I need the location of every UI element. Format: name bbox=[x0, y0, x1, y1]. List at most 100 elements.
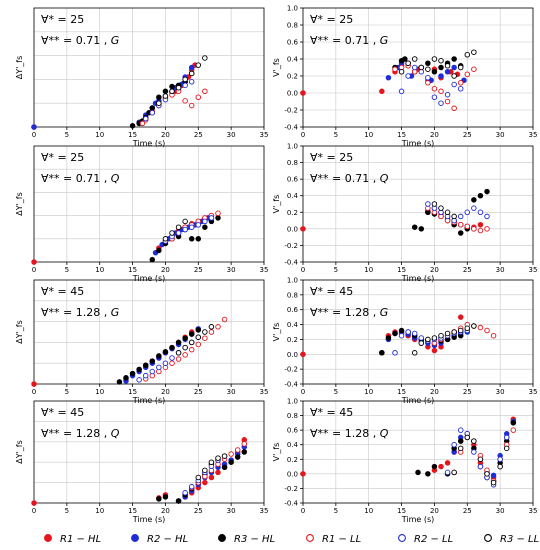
x-tick-label: 20 bbox=[430, 266, 439, 274]
data-point bbox=[188, 79, 195, 85]
data-point bbox=[208, 474, 215, 481]
x-tick-label: 30 bbox=[227, 266, 236, 274]
data-point bbox=[457, 85, 464, 92]
data-point bbox=[182, 82, 188, 89]
data-point bbox=[195, 236, 202, 242]
x-tick-label: 25 bbox=[463, 507, 472, 515]
data-point bbox=[457, 427, 464, 433]
x-axis-label: Time (s) bbox=[401, 274, 435, 283]
data-point bbox=[208, 215, 215, 221]
data-point bbox=[477, 227, 484, 234]
data-point bbox=[142, 362, 149, 369]
data-point bbox=[129, 123, 136, 129]
x-tick-label: 25 bbox=[463, 131, 472, 139]
data-point bbox=[457, 438, 464, 444]
x-tick-label: 30 bbox=[496, 266, 505, 274]
chart-panel: 0 5 10 15 20 25 30 35 -0.4 -0.2 0.0 0.2 0.4 0.6 0.8 1.0… bbox=[272, 398, 537, 525]
data-point bbox=[457, 445, 464, 452]
y-tick-label: 1.0 bbox=[287, 143, 298, 151]
axes-frame bbox=[33, 7, 265, 128]
x-tick-label: 5 bbox=[65, 266, 69, 274]
data-point bbox=[175, 84, 182, 91]
legend-label: R3 − HL bbox=[234, 534, 275, 545]
data-point bbox=[149, 368, 156, 375]
data-point bbox=[510, 420, 517, 426]
annotation-volume-double-star: ∀** = 0.71 , Q bbox=[310, 172, 389, 185]
data-point bbox=[31, 259, 37, 265]
data-point bbox=[149, 358, 156, 364]
data-point bbox=[169, 355, 175, 361]
x-tick-label: 35 bbox=[529, 388, 538, 396]
legend-label: R1 − HL bbox=[60, 534, 101, 545]
data-point bbox=[418, 335, 425, 341]
data-point bbox=[471, 205, 477, 211]
data-point bbox=[169, 344, 175, 351]
chart-panel: 0 5 10 15 20 25 30 35 Time (s) ΔY'_fs ∀* = 45 ∀** =… bbox=[15, 400, 268, 524]
data-point bbox=[208, 459, 215, 465]
x-tick-label: 10 bbox=[95, 388, 104, 396]
legend-marker bbox=[44, 534, 52, 542]
data-point bbox=[464, 71, 471, 78]
data-point bbox=[392, 330, 398, 337]
y-tick-label: 0.2 bbox=[287, 73, 298, 81]
data-point bbox=[405, 329, 411, 335]
data-point bbox=[156, 496, 162, 502]
x-tick-label: 10 bbox=[95, 507, 104, 515]
data-point bbox=[411, 330, 418, 337]
legend-label: R2 − HL bbox=[147, 534, 188, 545]
data-point bbox=[503, 434, 510, 441]
data-point bbox=[175, 350, 182, 356]
annotation-volume-double-star: ∀** = 1.28 , G bbox=[310, 306, 388, 319]
data-point bbox=[484, 188, 490, 195]
legend-marker bbox=[131, 534, 139, 542]
axes-frame bbox=[33, 279, 265, 385]
axes-frame bbox=[33, 145, 265, 263]
data-point bbox=[182, 335, 188, 341]
data-point bbox=[31, 500, 37, 506]
y-tick-label: 0.6 bbox=[287, 306, 299, 314]
data-point bbox=[241, 441, 248, 447]
data-point bbox=[425, 60, 431, 67]
data-point bbox=[202, 335, 208, 341]
data-point bbox=[444, 469, 451, 476]
data-point bbox=[418, 226, 425, 232]
x-tick-label: 20 bbox=[161, 266, 170, 274]
data-point bbox=[156, 364, 162, 371]
data-point bbox=[31, 381, 37, 387]
x-tick-label: 35 bbox=[529, 266, 538, 274]
x-tick-label: 0 bbox=[301, 131, 305, 139]
data-point bbox=[379, 88, 385, 95]
data-point bbox=[451, 64, 457, 71]
annotation-volume-star: ∀* = 25 bbox=[41, 13, 84, 26]
data-point bbox=[471, 49, 477, 55]
data-point bbox=[175, 224, 182, 230]
x-tick-label: 20 bbox=[430, 388, 439, 396]
data-point bbox=[188, 483, 195, 490]
y-tick-label: 0.0 bbox=[287, 90, 298, 98]
data-point bbox=[149, 105, 156, 111]
data-point bbox=[490, 472, 497, 479]
x-tick-label: 35 bbox=[260, 388, 269, 396]
data-point bbox=[195, 474, 202, 481]
y-tick-label: 1.0 bbox=[287, 5, 298, 13]
data-point bbox=[182, 344, 188, 351]
data-point bbox=[425, 74, 431, 81]
data-point bbox=[169, 83, 175, 90]
data-point bbox=[175, 356, 182, 362]
data-point bbox=[490, 479, 497, 486]
x-tick-label: 15 bbox=[397, 266, 406, 274]
x-tick-label: 5 bbox=[334, 266, 338, 274]
data-point bbox=[188, 102, 195, 109]
data-point bbox=[457, 221, 464, 228]
y-tick-label: 0.0 bbox=[287, 470, 298, 478]
data-point bbox=[142, 115, 149, 122]
y-tick-label: 0.4 bbox=[287, 441, 299, 449]
data-point bbox=[484, 327, 490, 334]
data-point bbox=[188, 64, 195, 71]
legend-marker bbox=[306, 534, 314, 542]
x-tick-label: 10 bbox=[364, 507, 373, 515]
y-tick-label: 0.8 bbox=[287, 159, 298, 167]
data-point bbox=[451, 56, 457, 62]
data-point bbox=[202, 479, 208, 486]
data-point bbox=[169, 360, 175, 366]
